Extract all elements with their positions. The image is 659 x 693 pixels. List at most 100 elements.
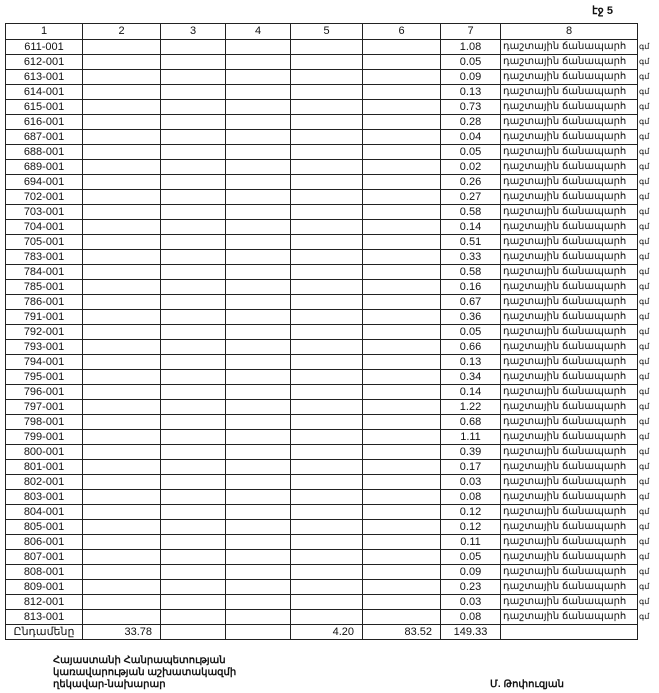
empty-cell bbox=[225, 594, 291, 610]
empty-cell bbox=[290, 519, 363, 535]
table-row: 687-001 0.04 դաշտային ճանապարհ գմ bbox=[5, 129, 649, 145]
column-header: 8 bbox=[500, 23, 638, 40]
suffix-label: գմ bbox=[639, 387, 650, 396]
empty-cell bbox=[82, 309, 161, 325]
empty-cell bbox=[290, 459, 363, 475]
road-type-label: դաշտային ճանապարհ bbox=[503, 491, 627, 502]
empty-cell bbox=[82, 264, 161, 280]
parcel-id-cell: 798-001 bbox=[5, 414, 83, 430]
empty-cell bbox=[362, 399, 441, 415]
road-type-cell: դաշտային ճանապարհ գմ bbox=[500, 294, 649, 310]
area-cell: 0.28 bbox=[440, 114, 501, 130]
area-cell: 0.26 bbox=[440, 174, 501, 190]
empty-cell bbox=[290, 339, 363, 355]
empty-cell bbox=[82, 219, 161, 235]
empty-cell bbox=[160, 444, 226, 460]
table-row: 785-001 0.16 դաշտային ճանապարհ գմ bbox=[5, 279, 649, 295]
road-type-cell: դաշտային ճանապարհ գմ bbox=[500, 354, 649, 370]
parcel-id-cell: 703-001 bbox=[5, 204, 83, 220]
road-type-cell: դաշտային ճանապարհ գմ bbox=[500, 234, 649, 250]
empty-cell bbox=[225, 144, 291, 160]
empty-cell bbox=[362, 309, 441, 325]
empty-cell bbox=[82, 594, 161, 610]
area-cell: 0.27 bbox=[440, 189, 501, 205]
table-row: 688-001 0.05 դաշտային ճանապարհ գմ bbox=[5, 144, 649, 160]
table-row: 798-001 0.68 դաշտային ճանապարհ գմ bbox=[5, 414, 649, 430]
empty-cell bbox=[82, 534, 161, 550]
area-cell: 0.16 bbox=[440, 279, 501, 295]
road-type-label: դաշտային ճանապարհ bbox=[503, 251, 627, 262]
total-cell: 83.52 bbox=[362, 624, 441, 640]
parcel-id-cell: 704-001 bbox=[5, 219, 83, 235]
table-row: 809-001 0.23 դաշտային ճանապարհ գմ bbox=[5, 579, 649, 595]
empty-cell bbox=[82, 384, 161, 400]
empty-cell bbox=[362, 519, 441, 535]
parcel-id-cell: 803-001 bbox=[5, 489, 83, 505]
empty-cell bbox=[362, 579, 441, 595]
road-type-label: դաշտային ճանապարհ bbox=[503, 596, 627, 607]
road-type-label: դաշտային ճանապարհ bbox=[503, 71, 627, 82]
empty-cell bbox=[362, 354, 441, 370]
empty-cell bbox=[160, 354, 226, 370]
total-cell bbox=[225, 624, 291, 640]
empty-cell bbox=[290, 534, 363, 550]
area-cell: 0.11 bbox=[440, 534, 501, 550]
empty-cell bbox=[82, 279, 161, 295]
empty-cell bbox=[82, 429, 161, 445]
empty-cell bbox=[290, 219, 363, 235]
empty-cell bbox=[362, 264, 441, 280]
empty-cell bbox=[290, 444, 363, 460]
suffix-label: գմ bbox=[639, 102, 650, 111]
total-label: Ընդամենը bbox=[5, 624, 83, 640]
empty-cell bbox=[82, 489, 161, 505]
empty-cell bbox=[290, 69, 363, 85]
empty-cell bbox=[160, 309, 226, 325]
area-cell: 0.23 bbox=[440, 579, 501, 595]
empty-cell bbox=[160, 159, 226, 175]
road-type-cell: դաշտային ճանապարհ գմ bbox=[500, 564, 649, 580]
empty-cell bbox=[362, 69, 441, 85]
parcel-id-cell: 687-001 bbox=[5, 129, 83, 145]
suffix-label: գմ bbox=[639, 42, 650, 51]
parcel-id-cell: 612-001 bbox=[5, 54, 83, 70]
road-type-label: դաշտային ճանապարհ bbox=[503, 236, 627, 247]
empty-cell bbox=[160, 609, 226, 625]
table-row: 799-001 1.11 դաշտային ճանապարհ գմ bbox=[5, 429, 649, 445]
empty-cell bbox=[225, 339, 291, 355]
road-type-cell: դաշտային ճանապարհ գմ bbox=[500, 249, 649, 265]
empty-cell bbox=[290, 594, 363, 610]
parcel-id-cell: 688-001 bbox=[5, 144, 83, 160]
empty-cell bbox=[82, 174, 161, 190]
road-type-label: դաշտային ճանապարհ bbox=[503, 146, 627, 157]
empty-cell bbox=[160, 339, 226, 355]
empty-cell bbox=[225, 39, 291, 55]
road-type-label: դաշտային ճանապարհ bbox=[503, 101, 627, 112]
table-row: 802-001 0.03 դաշտային ճանապարհ գմ bbox=[5, 474, 649, 490]
empty-cell bbox=[225, 609, 291, 625]
empty-cell bbox=[225, 264, 291, 280]
area-cell: 0.14 bbox=[440, 219, 501, 235]
footer-line: Հայաստանի Հանրապետության bbox=[53, 655, 226, 666]
parcel-id-cell: 784-001 bbox=[5, 264, 83, 280]
suffix-label: գմ bbox=[639, 267, 650, 276]
empty-cell bbox=[82, 339, 161, 355]
empty-cell bbox=[225, 429, 291, 445]
empty-cell bbox=[82, 234, 161, 250]
empty-cell bbox=[290, 609, 363, 625]
footer-line: ղեկավար-նախարար bbox=[53, 679, 166, 690]
road-type-cell: դաշտային ճանապարհ գմ bbox=[500, 144, 649, 160]
empty-cell bbox=[82, 249, 161, 265]
area-cell: 0.08 bbox=[440, 489, 501, 505]
empty-cell bbox=[160, 399, 226, 415]
road-type-cell: դաշտային ճանապարհ գմ bbox=[500, 129, 649, 145]
table-row: 808-001 0.09 դաշտային ճանապարհ գմ bbox=[5, 564, 649, 580]
empty-cell bbox=[82, 324, 161, 340]
road-type-cell: դաշտային ճանապարհ գմ bbox=[500, 84, 649, 100]
road-type-label: դաշտային ճանապարհ bbox=[503, 41, 627, 52]
empty-cell bbox=[160, 579, 226, 595]
total-cell bbox=[160, 624, 226, 640]
area-cell: 0.02 bbox=[440, 159, 501, 175]
area-cell: 0.04 bbox=[440, 129, 501, 145]
empty-cell bbox=[160, 249, 226, 265]
empty-cell bbox=[82, 504, 161, 520]
